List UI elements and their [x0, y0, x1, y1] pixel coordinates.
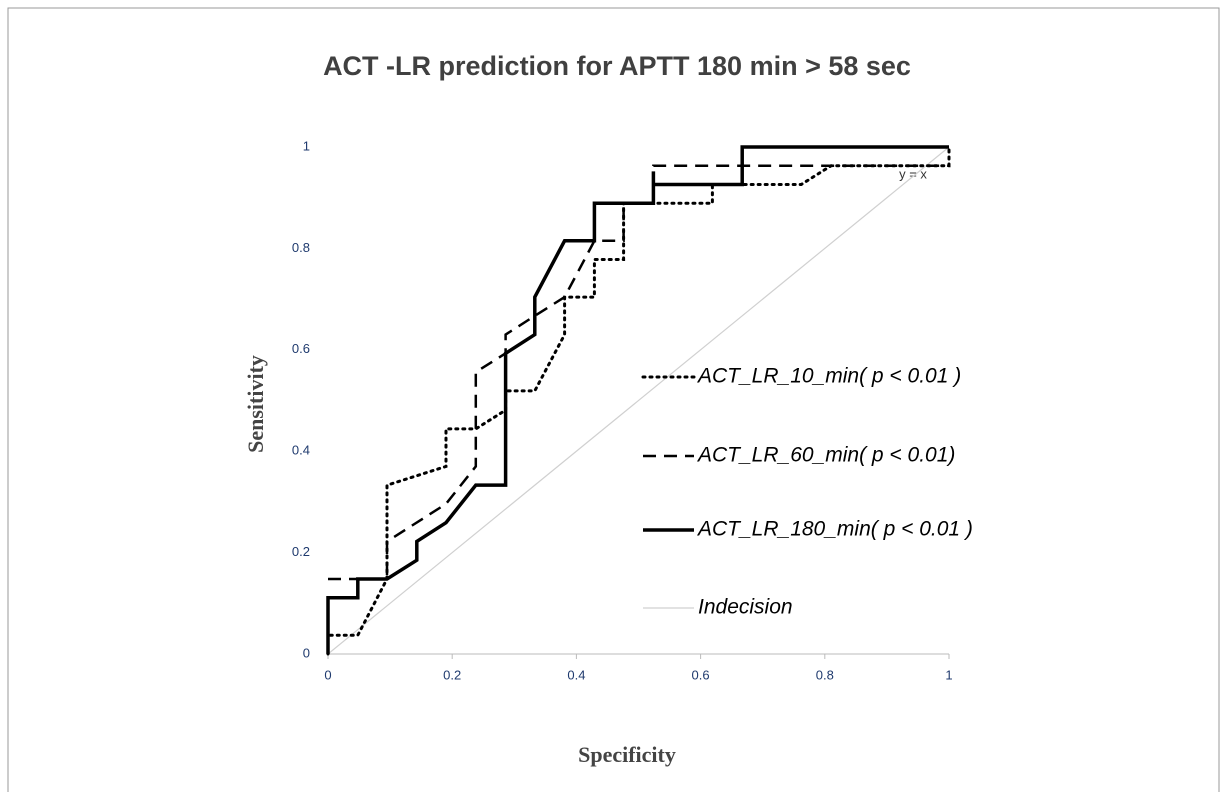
y-tick-label: 1 — [303, 138, 310, 153]
legend-label: ACT_LR_10_min( p < 0.01 ) — [696, 365, 961, 388]
x-tick-label: 0.8 — [816, 667, 834, 682]
x-tick-label: 0.4 — [567, 667, 585, 682]
chart-title: ACT -LR prediction for APTT 180 min > 58… — [323, 51, 911, 81]
x-tick-label: 1 — [945, 667, 952, 682]
y-tick-label: 0.8 — [292, 240, 310, 255]
series-line — [326, 145, 949, 654]
x-tick-label: 0 — [324, 667, 331, 682]
y-tick-label: 0.2 — [292, 544, 310, 559]
y-tick-label: 0.6 — [292, 341, 310, 356]
x-axis-title: Specificity — [578, 742, 676, 767]
y-tick-label: 0.4 — [292, 443, 310, 458]
x-tick-label: 0.2 — [443, 667, 461, 682]
legend-label: Indecision — [698, 596, 793, 619]
frame — [7, 7, 1220, 797]
legend-label: ACT_LR_60_min( p < 0.01) — [696, 444, 955, 467]
series-line — [327, 146, 950, 655]
y-axis-title: Sensitivity — [243, 355, 268, 453]
x-tick-label: 0.6 — [692, 667, 710, 682]
series-line — [326, 145, 951, 656]
y-tick-label: 0 — [303, 645, 310, 660]
legend-label: ACT_LR_180_min( p < 0.01 ) — [696, 518, 973, 541]
